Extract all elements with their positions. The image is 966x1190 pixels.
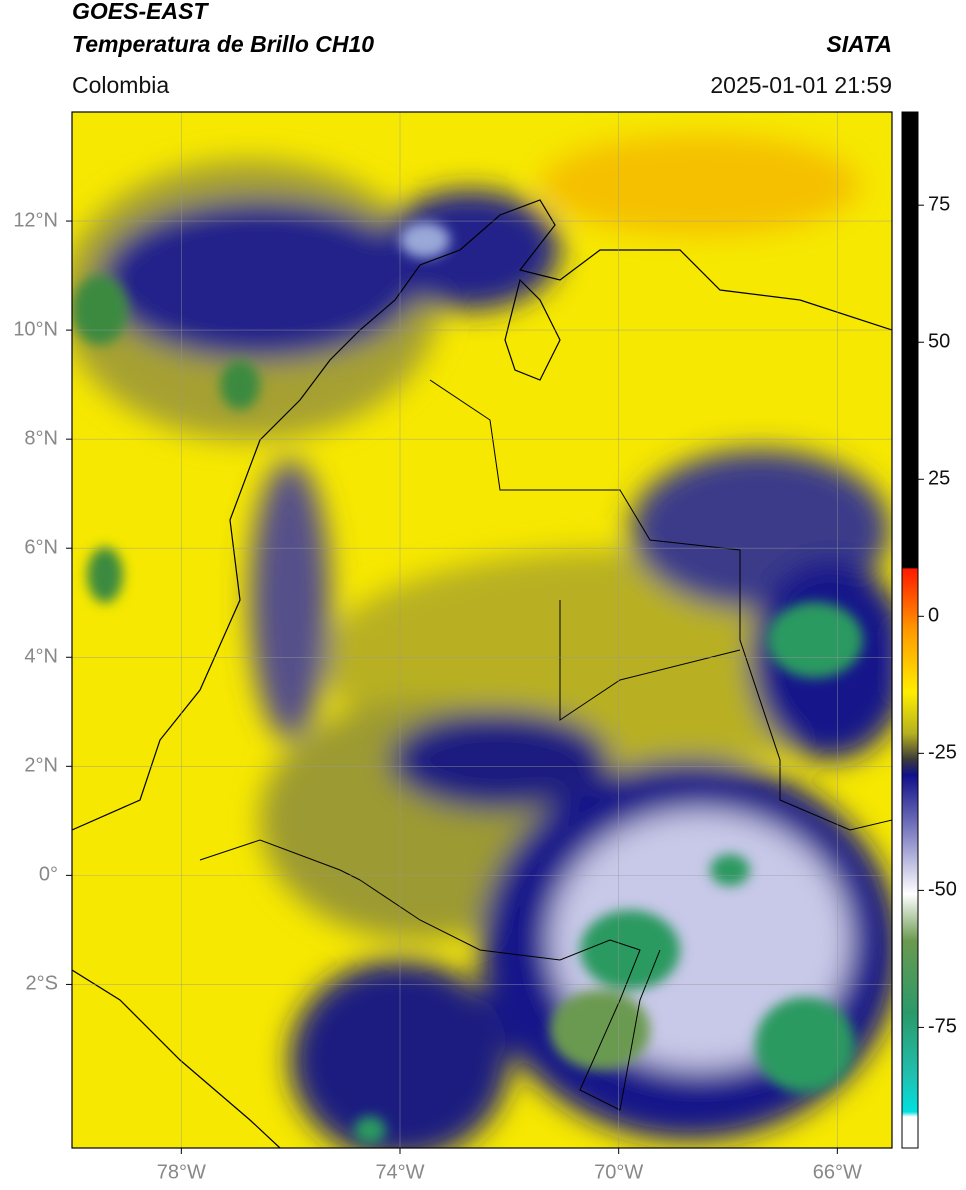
map-frame [71, 111, 893, 1149]
lat-tick-label: 4°N [24, 646, 58, 668]
graticule [72, 112, 892, 1148]
colorbar-tick-label: 50 [928, 331, 950, 353]
lat-tick-label: 10°N [13, 318, 58, 340]
lat-tick-label: 6°N [24, 536, 58, 558]
title: GOES-EAST [72, 0, 209, 24]
colorbar-tick-label: -50 [928, 879, 957, 901]
region: Colombia [72, 72, 169, 98]
lat-tick-label: 2°S [26, 973, 58, 995]
colorbar-tick-label: 75 [928, 193, 950, 215]
colorbar [901, 111, 919, 1149]
lon-tick-label: 66°W [813, 1161, 862, 1183]
colorbar-tick-label: 25 [928, 468, 950, 490]
lat-tick-label: 0° [39, 864, 58, 886]
colorbar-tick-label: -75 [928, 1016, 957, 1038]
lat-tick-label: 8°N [24, 427, 58, 449]
lon-tick-label: 74°W [375, 1161, 424, 1183]
colorbar-tick-label: 0 [928, 605, 939, 627]
borders [199, 379, 892, 1111]
coastline [72, 199, 892, 1148]
satellite-image [72, 112, 892, 1148]
datetime: 2025-01-01 21:59 [710, 72, 892, 98]
colorbar-tick-label: -25 [928, 742, 957, 764]
lat-tick-label: 2°N [24, 755, 58, 777]
lat-tick-label: 12°N [13, 209, 58, 231]
lon-tick-label: 70°W [594, 1161, 643, 1183]
lon-tick-label: 78°W [157, 1161, 206, 1183]
subtitle: Temperatura de Brillo CH10 [72, 31, 374, 57]
source: SIATA [826, 31, 892, 57]
